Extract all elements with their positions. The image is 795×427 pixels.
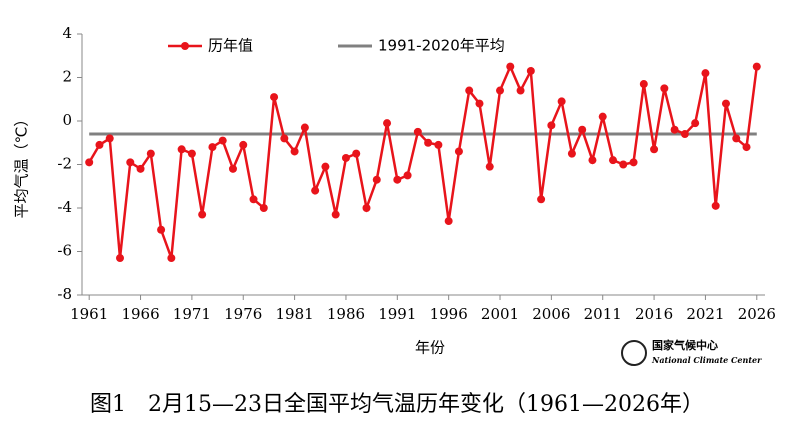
point: [393, 175, 402, 184]
point: [321, 162, 330, 171]
x-tick-label: 1976: [224, 305, 262, 323]
point: [496, 86, 505, 95]
y-tick-label: 0: [62, 111, 72, 129]
y-tick-label: 2: [62, 68, 72, 86]
point: [557, 97, 566, 106]
x-tick-label: 1991: [378, 305, 416, 323]
point: [85, 158, 94, 167]
point: [578, 125, 587, 134]
x-tick-label: 2011: [584, 305, 622, 323]
point: [752, 62, 761, 71]
point: [331, 210, 340, 219]
point: [691, 119, 700, 128]
point: [341, 153, 350, 162]
point: [567, 149, 576, 158]
point: [311, 186, 320, 195]
y-tick-label: -4: [57, 198, 72, 216]
point: [167, 254, 176, 263]
point: [516, 86, 525, 95]
point: [598, 112, 607, 121]
point: [454, 147, 463, 156]
point: [280, 134, 289, 143]
x-tick-label: 2001: [481, 305, 519, 323]
x-tick-label: 1986: [327, 305, 365, 323]
point: [639, 80, 648, 89]
point: [650, 145, 659, 154]
point: [588, 156, 597, 165]
point: [290, 147, 299, 156]
x-tick-label: 1971: [173, 305, 211, 323]
y-tick-label: -6: [57, 242, 72, 260]
point: [95, 140, 104, 149]
point: [608, 156, 617, 165]
point: [208, 143, 217, 152]
point: [619, 160, 628, 169]
point: [126, 158, 135, 167]
point: [732, 134, 741, 143]
logo-name: 国家气候中心: [652, 338, 718, 352]
point: [218, 136, 227, 145]
x-tick-label: 2021: [686, 305, 724, 323]
x-tick-label: 1966: [121, 305, 159, 323]
logo-name-en: National Climate Center: [651, 355, 762, 365]
point: [434, 140, 443, 149]
point: [249, 195, 258, 204]
point: [629, 158, 638, 167]
point: [146, 149, 155, 158]
point: [105, 134, 114, 143]
point: [465, 86, 474, 95]
point: [413, 127, 422, 136]
point: [270, 93, 279, 102]
point: [362, 204, 371, 212]
y-tick-label: -2: [57, 155, 72, 173]
point: [228, 164, 237, 173]
point: [352, 149, 361, 158]
point: [177, 145, 186, 154]
point: [537, 195, 546, 204]
point: [239, 140, 248, 149]
point: [372, 175, 381, 184]
x-tick-label: 1996: [430, 305, 468, 323]
point: [259, 204, 268, 212]
y-tick-label: -8: [57, 285, 72, 303]
caption: 图1 2月15—23日全国平均气温历年变化（1961—2026年）: [90, 392, 704, 417]
y-tick-label: 4: [62, 24, 72, 42]
point: [444, 217, 453, 226]
x-tick-label: 1961: [70, 305, 108, 323]
x-tick-label: 2026: [738, 305, 776, 323]
x-tick-label: 2016: [635, 305, 673, 323]
point: [670, 125, 679, 134]
point: [424, 138, 433, 147]
point: [403, 171, 412, 180]
x-tick-label: 1981: [276, 305, 314, 323]
point: [660, 84, 669, 93]
legend-marker: [181, 42, 189, 50]
legend-label: 1991-2020年平均: [378, 37, 505, 55]
point: [506, 62, 515, 71]
point: [680, 130, 689, 139]
point: [547, 121, 556, 130]
x-tick-label: 2006: [532, 305, 570, 323]
point: [701, 69, 710, 78]
point: [526, 66, 535, 75]
point: [116, 254, 125, 263]
point: [475, 99, 484, 108]
point: [742, 143, 751, 152]
point: [136, 164, 145, 173]
point: [187, 149, 196, 158]
point: [721, 99, 730, 108]
series-line: [88, 63, 759, 259]
logo-icon: [621, 340, 647, 366]
point: [383, 119, 392, 128]
point: [711, 201, 720, 210]
x-axis-label: 年份: [415, 339, 445, 357]
point: [157, 225, 166, 234]
legend-label: 历年值: [208, 37, 253, 55]
y-axis-label: 平均气温（℃）: [13, 112, 31, 219]
point: [198, 210, 207, 219]
point: [300, 123, 309, 132]
point: [485, 162, 494, 171]
logo: 国家气候中心 National Climate Center: [621, 338, 762, 366]
